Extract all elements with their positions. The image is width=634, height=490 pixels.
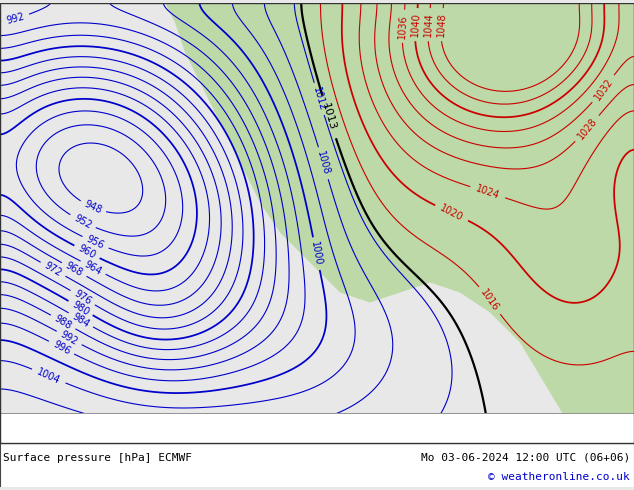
Text: 960: 960: [77, 243, 98, 261]
Text: Mo 03-06-2024 12:00 UTC (06+06): Mo 03-06-2024 12:00 UTC (06+06): [421, 452, 630, 463]
Bar: [0, 413, 634, 442]
Text: 1013: 1013: [320, 102, 338, 132]
Text: 952: 952: [72, 213, 93, 231]
Text: 948: 948: [82, 199, 103, 216]
Text: 1012: 1012: [311, 86, 327, 112]
Text: 1020: 1020: [438, 203, 465, 223]
Text: 1044: 1044: [423, 12, 434, 37]
Text: 996: 996: [51, 339, 72, 357]
Text: © weatheronline.co.uk: © weatheronline.co.uk: [488, 472, 630, 483]
Text: 976: 976: [72, 289, 93, 307]
Text: 1008: 1008: [315, 150, 332, 176]
Polygon shape: [165, 2, 634, 442]
Text: 1028: 1028: [576, 116, 599, 141]
Text: 972: 972: [42, 260, 63, 278]
Text: 956: 956: [85, 234, 106, 251]
Text: 992: 992: [59, 329, 80, 347]
Text: 984: 984: [70, 311, 91, 329]
Text: 1048: 1048: [436, 12, 447, 37]
Text: 1040: 1040: [410, 12, 422, 37]
Text: 1004: 1004: [36, 367, 62, 386]
Text: 1036: 1036: [397, 14, 409, 39]
Text: 988: 988: [53, 313, 74, 331]
Text: 1000: 1000: [309, 241, 323, 267]
Text: 1024: 1024: [474, 183, 501, 201]
Text: 1016: 1016: [479, 288, 501, 313]
Text: 964: 964: [82, 259, 103, 277]
Bar: [0, 442, 634, 488]
Text: 980: 980: [70, 299, 91, 317]
Bar: [0, 413, 634, 442]
Text: 992: 992: [5, 11, 25, 26]
Text: 1032: 1032: [592, 76, 615, 102]
Text: Surface pressure [hPa] ECMWF: Surface pressure [hPa] ECMWF: [3, 452, 192, 463]
Text: 968: 968: [64, 261, 85, 279]
